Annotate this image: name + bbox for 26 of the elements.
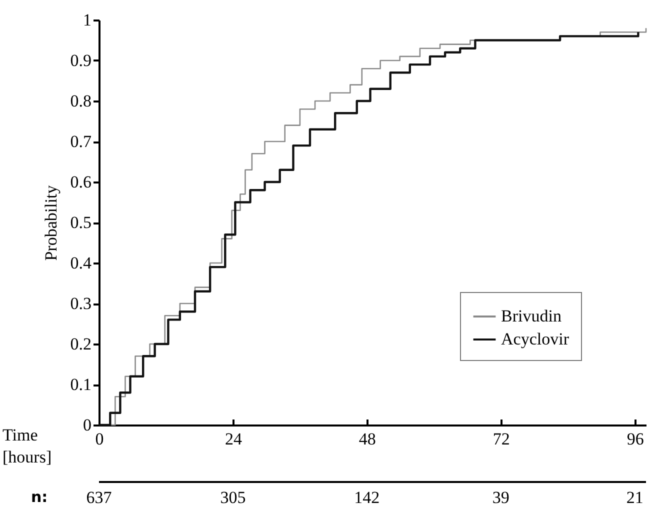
y-axis-title: Probability — [41, 184, 60, 261]
y-tick-label: 0.1 — [70, 375, 92, 394]
x-tick-label: 24 — [224, 430, 242, 448]
y-tick-label: 0.3 — [70, 294, 92, 313]
y-tick-label: 0.8 — [70, 92, 92, 110]
text: 305 — [220, 488, 246, 506]
y-tick-label: 0.2 — [70, 334, 92, 354]
x-tick-label: 48 — [358, 430, 376, 448]
y-tick-label: 0.6 — [70, 172, 92, 192]
y-tick-label: 0.4 — [70, 254, 92, 272]
text: 637 — [86, 488, 112, 506]
x-tick-label: 72 — [492, 430, 510, 448]
y-tick-label: 0.5 — [70, 213, 92, 232]
text: 21 — [626, 488, 644, 506]
legend-label: Acyclovir — [501, 330, 570, 348]
x-tick-label: 96 — [626, 430, 644, 448]
x-tick-label: 0 — [95, 430, 104, 448]
x-axis-title: Time [hours] — [2, 426, 52, 466]
y-tick-label: 0 — [83, 416, 92, 434]
text: n: — [31, 488, 48, 506]
legend-label: Brivudin — [501, 306, 562, 326]
text: 142 — [354, 488, 380, 506]
y-tick-label: 0.9 — [70, 51, 92, 70]
text: 39 — [492, 488, 510, 506]
y-tick-label: 0.7 — [70, 132, 92, 151]
y-tick-label: 1 — [83, 10, 92, 30]
